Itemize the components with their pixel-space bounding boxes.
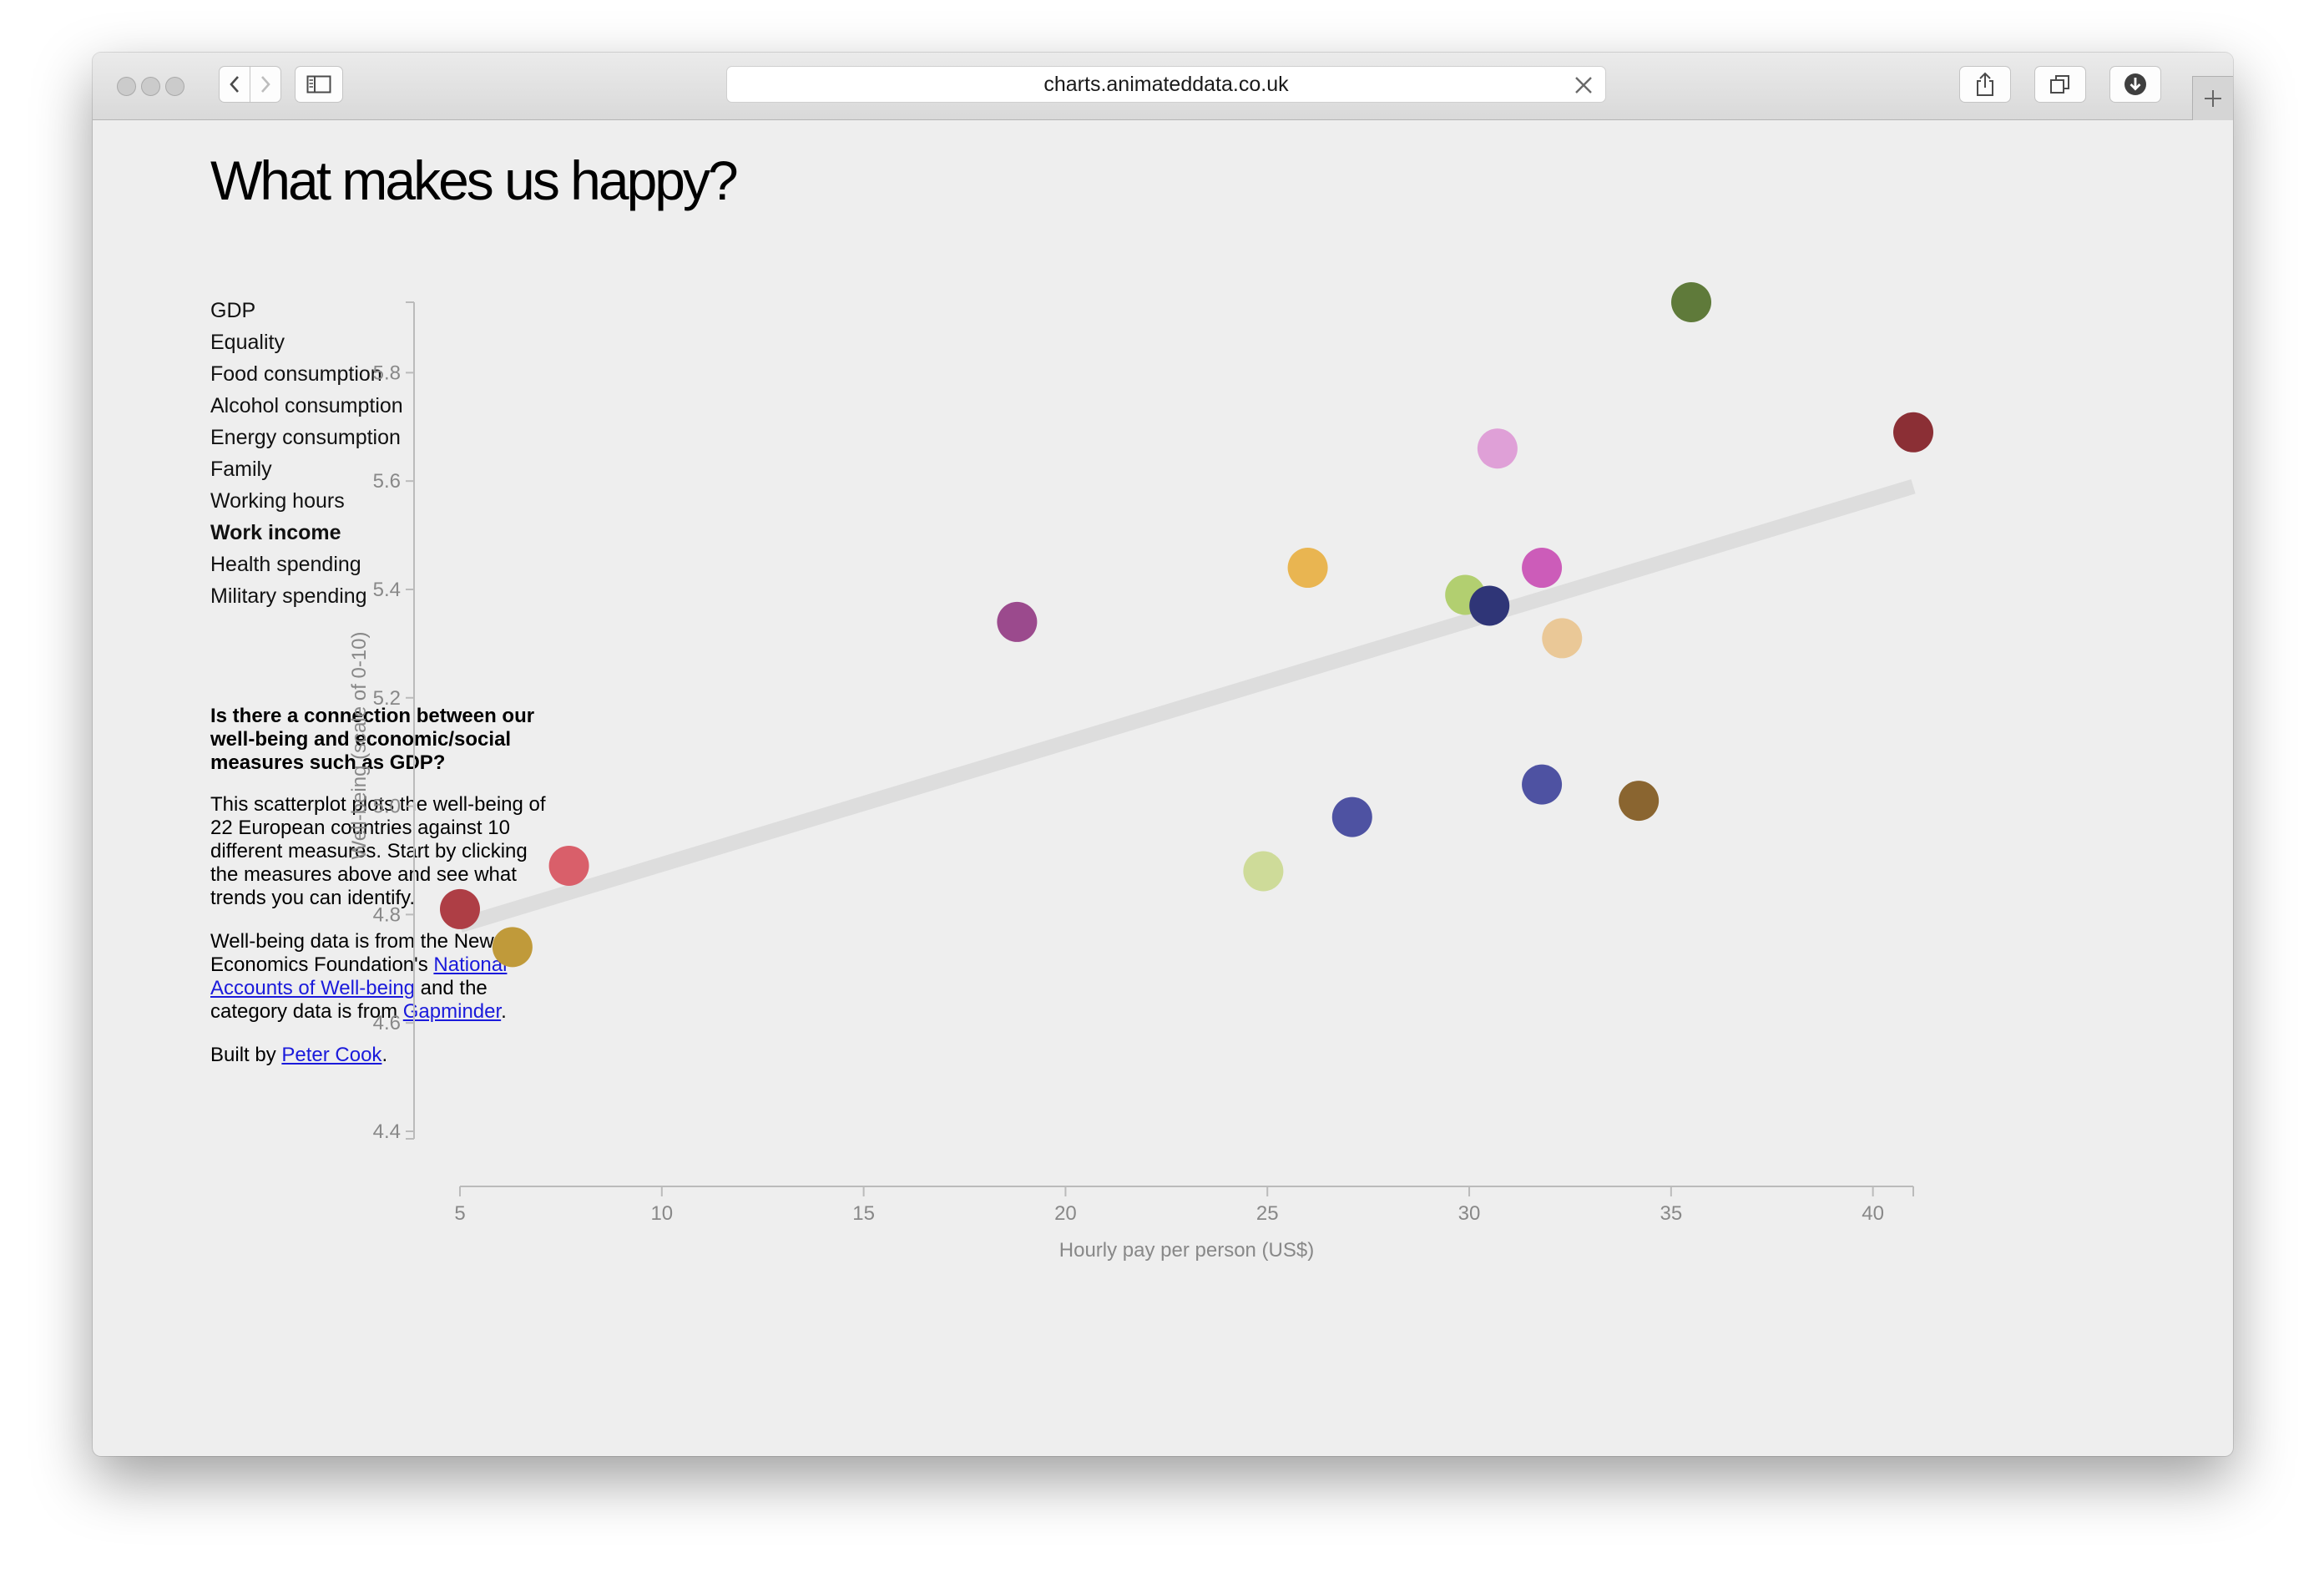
x-tick-label: 25 xyxy=(1256,1202,1279,1225)
chart-axes: 4.4 4.6 4.8 5.0 5.2 5.4 5.6 5.8 5 10 15 20 25 30 35 40 xyxy=(373,301,1914,1225)
y-tick-label: 5.0 xyxy=(373,796,401,818)
credits-text: Built by xyxy=(210,1044,282,1066)
y-axis-title: Well-being (scale of 0-10) xyxy=(348,631,371,859)
sidebar-icon xyxy=(306,75,331,94)
measure-item[interactable]: Family xyxy=(210,458,272,481)
sources-text-middle: and the category data is from xyxy=(210,977,488,1023)
sidebar-button[interactable] xyxy=(295,66,343,103)
page-title: What makes us happy? xyxy=(210,149,739,211)
x-tick-label: 10 xyxy=(650,1202,673,1225)
data-point[interactable] xyxy=(1522,548,1563,589)
measure-item[interactable]: Health spending xyxy=(210,553,361,576)
data-point[interactable] xyxy=(1331,797,1372,837)
info-sources: Well-being data is from the New Economic… xyxy=(210,930,553,1024)
measure-list: GDP Equality Food consumption Alcohol consu… xyxy=(210,295,403,612)
close-window-button[interactable] xyxy=(117,77,136,96)
minimize-window-button[interactable] xyxy=(141,77,160,96)
measure-item[interactable]: GDP xyxy=(210,299,256,322)
page-content: What makes us happy? GDP Equality Food con… xyxy=(93,120,2233,1456)
plus-icon xyxy=(2205,90,2221,107)
data-point[interactable] xyxy=(440,888,480,929)
author-link[interactable]: Peter Cook xyxy=(281,1044,382,1066)
share-button[interactable] xyxy=(1959,66,2011,103)
forward-button[interactable] xyxy=(250,66,281,103)
gapminder-link[interactable]: Gapminder xyxy=(402,1000,502,1023)
data-point[interactable] xyxy=(1893,412,1933,453)
data-point[interactable] xyxy=(548,845,589,886)
downloads-button[interactable] xyxy=(2109,66,2161,103)
measure-item[interactable]: Food consumption xyxy=(210,362,382,386)
zoom-window-button[interactable] xyxy=(165,77,184,96)
measure-item[interactable]: Energy consumption xyxy=(210,426,401,449)
scatter-chart: 4.44.64.85.05.25.45.65.85 10 15 20 25 30 35 40 … xyxy=(348,282,1933,1262)
y-tick-label: 5.8 xyxy=(373,362,401,384)
data-point[interactable] xyxy=(997,601,1038,642)
back-button[interactable] xyxy=(219,66,250,103)
measure-item[interactable]: Working hours xyxy=(210,489,345,513)
chevron-left-icon xyxy=(230,76,239,93)
x-tick-label: 5 xyxy=(454,1202,465,1225)
credits-suffix: . xyxy=(381,1044,388,1066)
data-point[interactable] xyxy=(1287,548,1328,589)
y-tick-label: 4.4 xyxy=(373,1120,401,1143)
sources-text-suffix: . xyxy=(501,1000,507,1023)
y-tick-label: 4.6 xyxy=(373,1012,401,1034)
download-icon xyxy=(2124,73,2146,95)
browser-toolbar: charts.animateddata.co.uk xyxy=(93,53,2233,120)
x-axis-title: Hourly pay per person (US$) xyxy=(1059,1239,1314,1262)
data-point[interactable] xyxy=(1671,282,1712,322)
chevron-right-icon xyxy=(261,76,270,93)
info-heading: Is there a connection between our well-b… xyxy=(210,705,535,774)
url-text[interactable]: charts.animateddata.co.uk xyxy=(1043,73,1289,96)
x-tick-label: 40 xyxy=(1862,1202,1884,1225)
chart-points xyxy=(440,282,1933,968)
new-tab-button[interactable] xyxy=(2192,76,2233,120)
info-description: This scatterplot plots the well-being of… xyxy=(210,793,546,909)
info-panel: Is there a connection between our well-b… xyxy=(210,705,553,1087)
info-credits: Built by Peter Cook. xyxy=(210,1044,553,1067)
data-point[interactable] xyxy=(1469,585,1510,626)
x-tick-label: 15 xyxy=(852,1202,875,1225)
x-tick-label: 20 xyxy=(1054,1202,1077,1225)
measure-item[interactable]: Military spending xyxy=(210,584,367,608)
tabs-icon xyxy=(2050,75,2069,94)
y-tick-label: 5.4 xyxy=(373,579,401,601)
y-tick-label: 4.8 xyxy=(373,903,401,926)
x-tick-label: 30 xyxy=(1458,1202,1481,1225)
x-tick-label: 35 xyxy=(1660,1202,1682,1225)
measure-item[interactable]: Work income xyxy=(210,521,341,544)
tabs-button[interactable] xyxy=(2034,66,2086,103)
data-point[interactable] xyxy=(1619,781,1660,822)
measure-item[interactable]: Equality xyxy=(210,331,285,354)
close-icon[interactable] xyxy=(1574,75,1594,95)
data-point[interactable] xyxy=(1542,618,1583,659)
data-point[interactable] xyxy=(1477,428,1518,469)
y-tick-label: 5.6 xyxy=(373,470,401,493)
data-point[interactable] xyxy=(1243,851,1284,892)
browser-window: charts.animateddata.co.uk xyxy=(93,53,2233,1456)
data-point[interactable] xyxy=(492,927,533,968)
share-icon xyxy=(1977,72,1993,96)
data-point[interactable] xyxy=(1522,764,1563,805)
measure-item[interactable]: Alcohol consumption xyxy=(210,394,403,417)
sources-text: Well-being data is from the New Economic… xyxy=(210,930,494,976)
address-bar[interactable]: charts.animateddata.co.uk xyxy=(726,66,1606,103)
nef-link[interactable]: National Accounts of Well-being xyxy=(210,953,508,999)
y-tick-label: 5.2 xyxy=(373,687,401,710)
trend-line xyxy=(457,479,1916,933)
